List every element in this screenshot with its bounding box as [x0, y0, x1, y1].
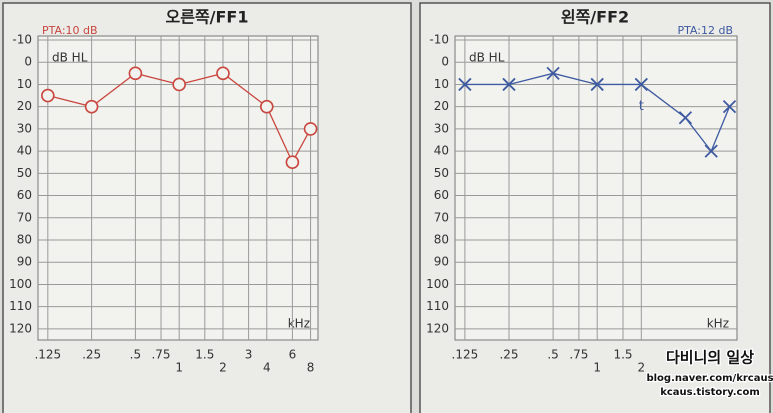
x-tick-label: .75 [151, 348, 170, 362]
x-tick-label: 1.5 [613, 348, 632, 362]
y-tick-label: -10 [429, 33, 449, 47]
y-axis-label: dB HL [469, 51, 505, 65]
pta-label: PTA:12 dB [677, 24, 733, 37]
x-tick-label: .25 [82, 348, 101, 362]
x-tick-label: 2 [637, 361, 645, 375]
y-tick-label: 100 [9, 277, 32, 291]
y-tick-label: 40 [17, 144, 32, 158]
marker [259, 99, 274, 114]
x-axis-label: kHz [707, 317, 729, 331]
y-tick-label: 80 [434, 233, 449, 247]
marker [285, 155, 300, 170]
x-tick-label: .125 [34, 348, 61, 362]
watermark: 다비니의 일상 [666, 349, 754, 367]
y-tick-label: 70 [17, 210, 32, 224]
y-tick-label: 20 [17, 99, 32, 113]
marker [128, 66, 143, 81]
y-axis-label: dB HL [52, 51, 88, 65]
x-tick-label: .5 [547, 348, 558, 362]
y-tick-label: 120 [9, 321, 32, 335]
y-tick-label: 10 [17, 77, 32, 91]
y-tick-label: 50 [434, 166, 449, 180]
y-tick-label: 70 [434, 210, 449, 224]
pta-label: PTA:10 dB [42, 24, 98, 37]
x-tick-label: .125 [452, 348, 479, 362]
y-tick-label: 90 [17, 255, 32, 269]
x-tick-label: 4 [263, 361, 271, 375]
x-tick-label: 3 [245, 348, 253, 362]
y-tick-label: 90 [434, 255, 449, 269]
x-tick-label: 1 [593, 361, 601, 375]
watermark: kcaus.tistory.com [660, 387, 760, 398]
chart-title: 오른쪽/FF1 [166, 8, 249, 27]
y-tick-label: -10 [12, 33, 32, 47]
line [47, 72, 312, 164]
marker [303, 122, 318, 136]
watermark: blog.naver.com/krcaus [646, 373, 773, 384]
x-tick-label: .25 [499, 348, 518, 362]
x-tick-label: .75 [569, 348, 588, 362]
y-tick-label: 30 [17, 121, 32, 135]
y-tick-label: 0 [441, 55, 449, 69]
y-tick-label: 120 [426, 321, 449, 335]
y-tick-label: 110 [9, 299, 32, 313]
marker [590, 77, 604, 92]
marker [546, 66, 560, 80]
marker [172, 77, 186, 92]
y-tick-label: 80 [17, 233, 32, 247]
y-tick-label: 100 [426, 277, 449, 291]
y-tick-label: 50 [17, 166, 32, 180]
y-tick-label: 0 [24, 55, 32, 69]
y-tick-label: 60 [434, 188, 449, 202]
x-tick-label: 2 [219, 361, 227, 375]
y-tick-label: 40 [434, 144, 449, 158]
marker [84, 99, 99, 114]
plot-area [454, 35, 738, 341]
y-tick-label: 60 [17, 188, 32, 202]
marker [502, 77, 516, 92]
annotation: t [639, 99, 644, 114]
marker [678, 111, 693, 125]
x-axis-label: kHz [288, 317, 310, 331]
marker [704, 144, 718, 158]
x-tick-label: .5 [130, 348, 141, 362]
chart-title: 왼쪽/FF2 [561, 8, 629, 27]
x-tick-label: 1 [175, 361, 183, 375]
marker [41, 88, 55, 103]
x-tick-label: 1.5 [195, 348, 214, 362]
marker [216, 66, 230, 81]
x-tick-label: 8 [307, 361, 315, 375]
y-tick-label: 110 [426, 299, 449, 313]
y-tick-label: 10 [434, 77, 449, 91]
x-tick-label: 6 [289, 348, 297, 362]
y-tick-label: 30 [434, 121, 449, 135]
y-tick-label: 20 [434, 99, 449, 113]
marker [722, 100, 737, 114]
marker [458, 77, 472, 92]
marker [634, 77, 648, 92]
